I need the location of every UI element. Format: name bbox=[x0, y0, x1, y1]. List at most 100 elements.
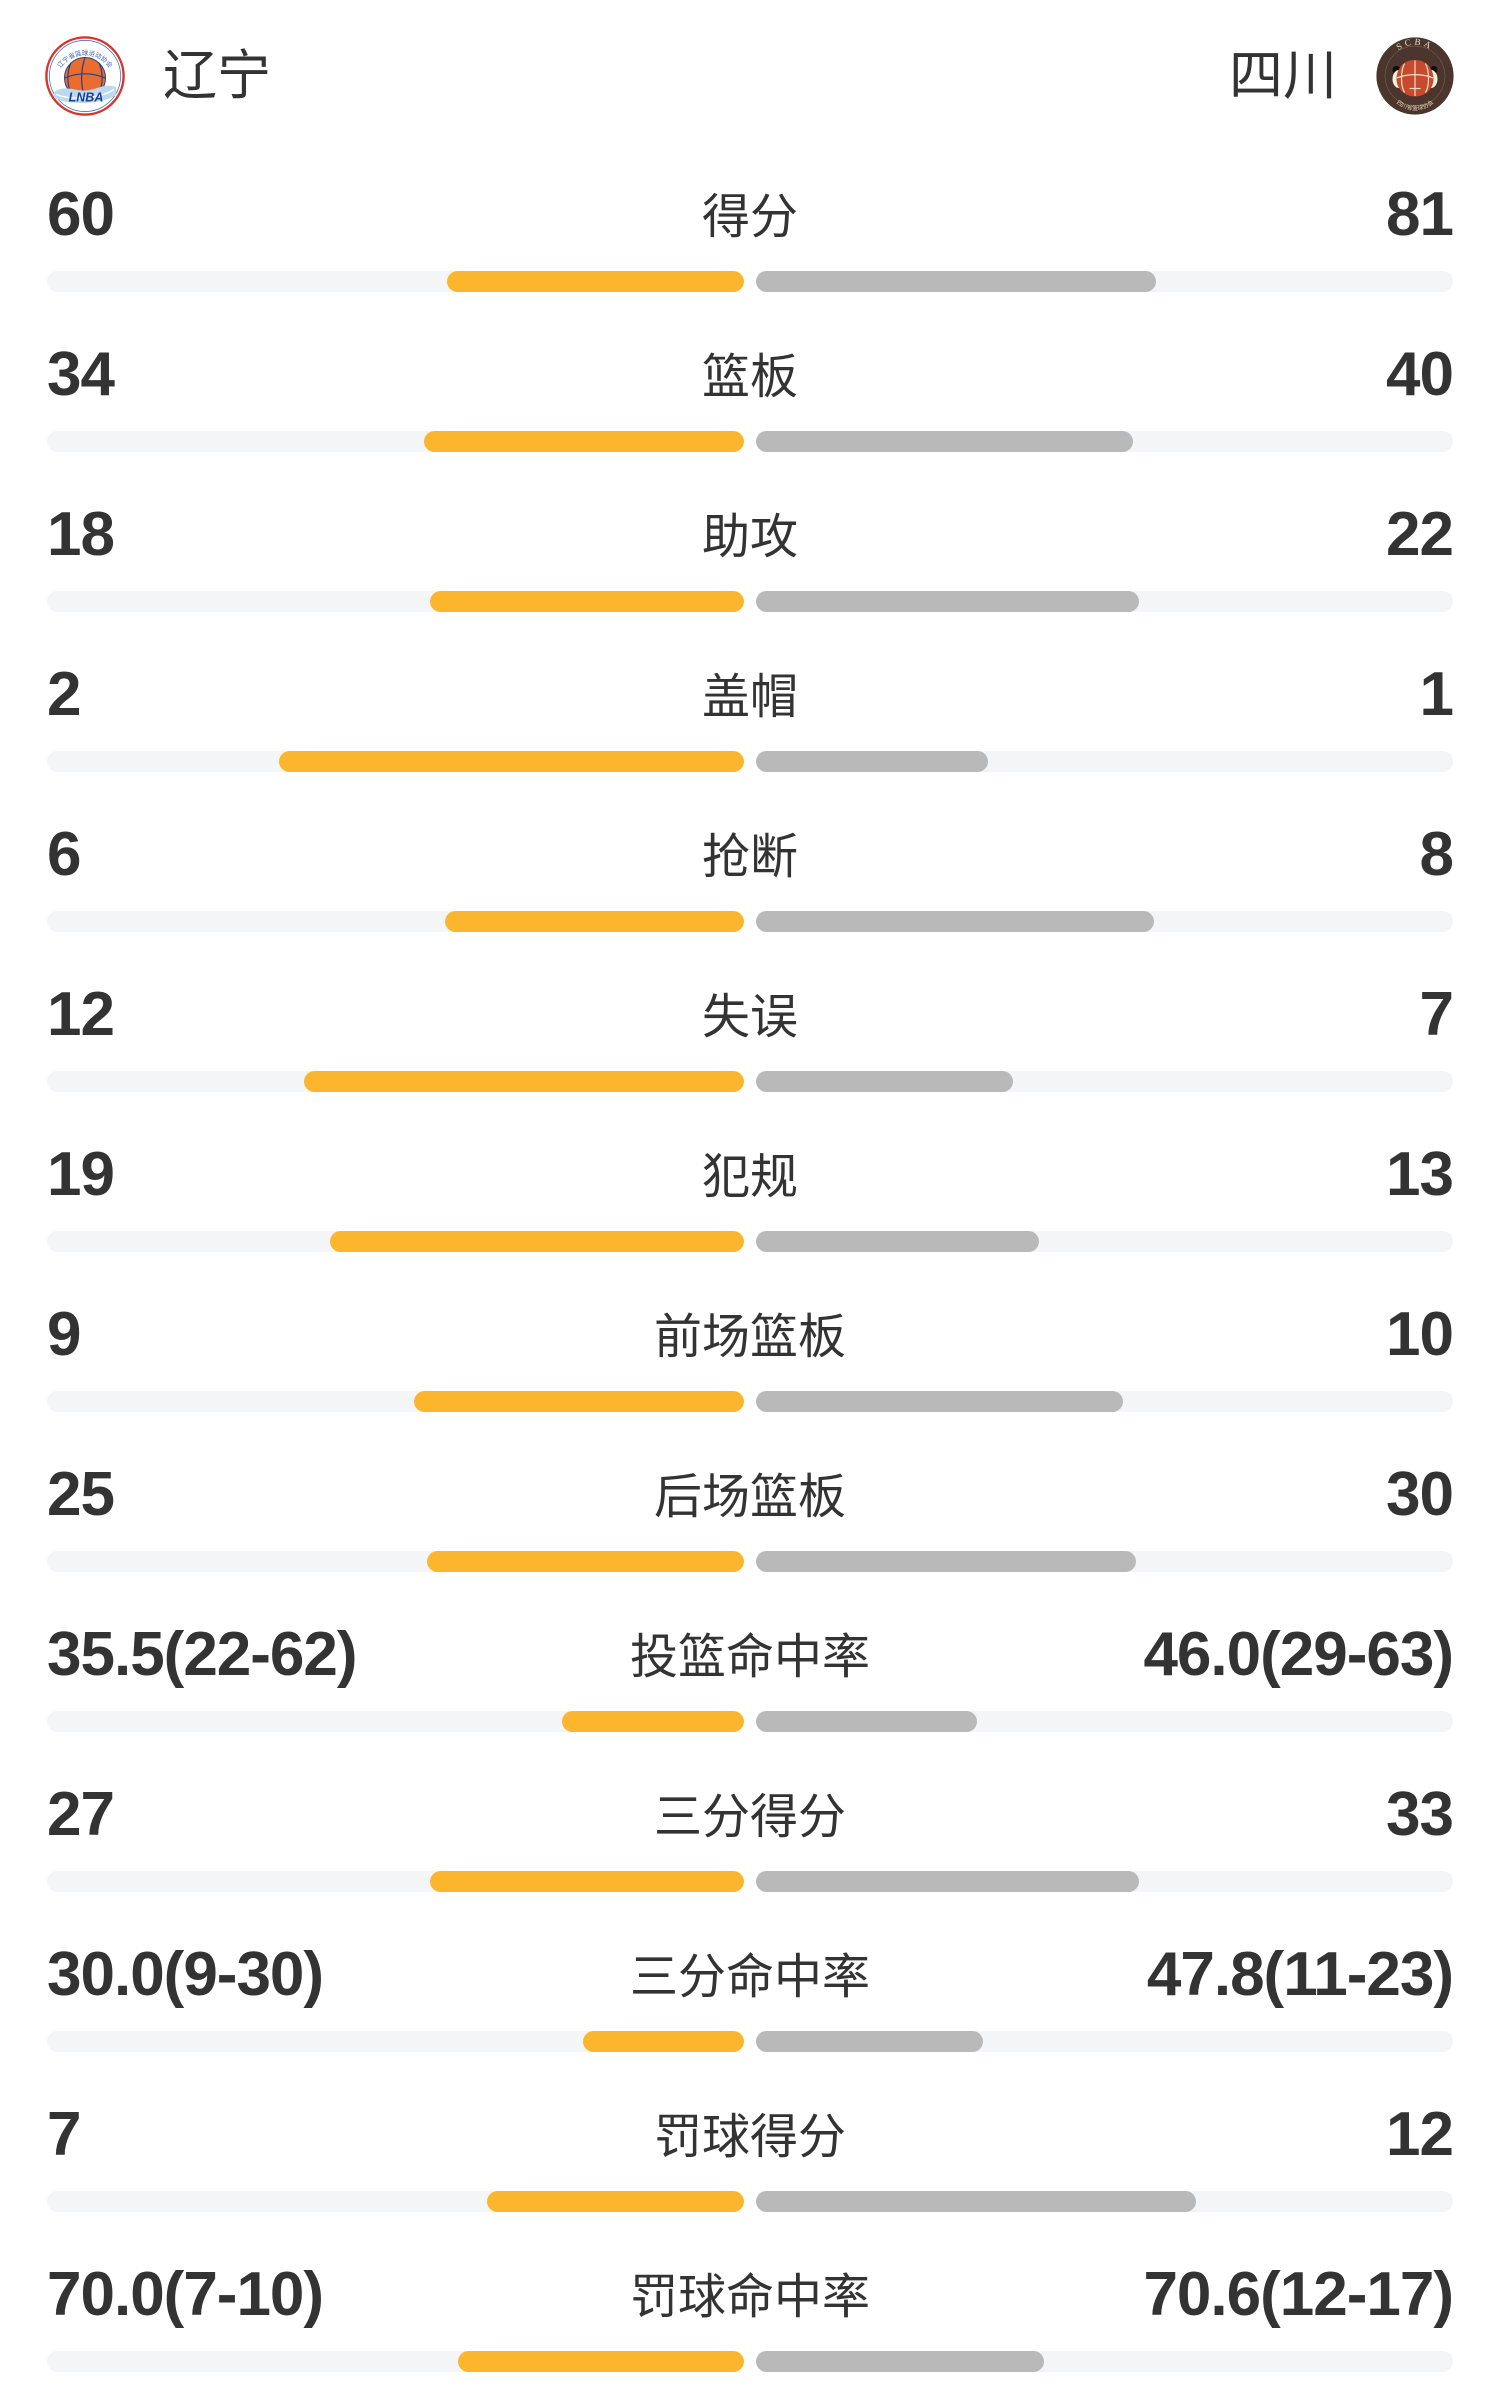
stat-value-away: 70.6(12-17) bbox=[1143, 2260, 1454, 2329]
team-away: 四川 SCBA 四川省篮球协会 bbox=[1229, 36, 1455, 116]
stat-value-line: 25 后场篮板 30 bbox=[47, 1459, 1454, 1531]
stat-bar-fill-home bbox=[458, 2351, 744, 2372]
stat-value-home: 60 bbox=[47, 180, 115, 249]
stat-bar-track-home bbox=[47, 2191, 744, 2212]
stat-bar-line bbox=[47, 431, 1453, 452]
stat-value-away: 8 bbox=[1419, 820, 1454, 889]
stat-label: 后场篮板 bbox=[653, 1471, 847, 1524]
stat-bar-fill-away bbox=[756, 1391, 1123, 1412]
stat-bar-fill-home bbox=[304, 1071, 744, 1092]
stat-bar-line bbox=[47, 1391, 1453, 1412]
stat-bar-fill-home bbox=[487, 2191, 744, 2212]
stat-bar-fill-home bbox=[445, 911, 744, 932]
stat-value-home: 12 bbox=[47, 980, 115, 1049]
stat-bar-fill-away bbox=[756, 271, 1156, 292]
stat-bar-track-home bbox=[47, 1711, 744, 1732]
stat-row: 30.0(9-30) 三分命中率 47.8(11-23) bbox=[0, 1915, 1500, 2075]
stat-bar-fill-away bbox=[756, 1071, 1013, 1092]
svg-text:LNBA: LNBA bbox=[69, 91, 104, 105]
stat-value-away: 13 bbox=[1386, 1140, 1454, 1209]
stat-bar-track-home bbox=[47, 431, 744, 452]
stat-bar-track-away bbox=[756, 1071, 1453, 1092]
stat-value-home: 27 bbox=[47, 1780, 115, 1849]
stat-label: 投篮命中率 bbox=[629, 1631, 871, 1684]
stat-bar-track-away bbox=[756, 2031, 1453, 2052]
stat-value-home: 34 bbox=[47, 340, 115, 409]
stat-bar-track-home bbox=[47, 271, 744, 292]
stat-value-home: 25 bbox=[47, 1460, 115, 1529]
stat-value-home: 19 bbox=[47, 1140, 115, 1209]
stat-row: 70.0(7-10) 罚球命中率 70.6(12-17) bbox=[0, 2235, 1500, 2395]
stat-bar-line bbox=[47, 1871, 1453, 1892]
stat-value-line: 34 篮板 40 bbox=[47, 339, 1454, 411]
stat-bar-line bbox=[47, 591, 1453, 612]
stat-bar-track-home bbox=[47, 1871, 744, 1892]
stat-bar-fill-away bbox=[756, 2031, 983, 2052]
stat-bar-fill-away bbox=[756, 431, 1133, 452]
stat-bar-track-away bbox=[756, 1391, 1453, 1412]
stat-row: 7 罚球得分 12 bbox=[0, 2075, 1500, 2235]
stat-row: 35.5(22-62) 投篮命中率 46.0(29-63) bbox=[0, 1595, 1500, 1755]
stat-bar-fill-home bbox=[427, 1551, 744, 1572]
stat-label: 犯规 bbox=[701, 1151, 799, 1204]
stat-bar-fill-home bbox=[414, 1391, 744, 1412]
stat-bar-track-away bbox=[756, 431, 1453, 452]
stats-list: 60 得分 81 34 篮板 40 bbox=[0, 155, 1500, 2395]
stat-bar-fill-home bbox=[430, 1871, 744, 1892]
stat-row: 12 失误 7 bbox=[0, 955, 1500, 1115]
stat-label: 罚球得分 bbox=[653, 2111, 847, 2164]
stat-bar-track-away bbox=[756, 751, 1453, 772]
stat-label: 前场篮板 bbox=[653, 1311, 847, 1364]
stat-row: 34 篮板 40 bbox=[0, 315, 1500, 475]
stat-value-home: 18 bbox=[47, 500, 115, 569]
stat-bar-fill-away bbox=[756, 2351, 1044, 2372]
stat-bar-fill-home bbox=[279, 751, 744, 772]
stat-bar-fill-away bbox=[756, 591, 1139, 612]
away-team-name: 四川 bbox=[1229, 46, 1337, 106]
stat-value-away: 33 bbox=[1386, 1780, 1454, 1849]
stat-bar-fill-away bbox=[756, 1711, 977, 1732]
stat-bar-track-away bbox=[756, 271, 1453, 292]
stat-bar-fill-home bbox=[424, 431, 744, 452]
stat-row: 27 三分得分 33 bbox=[0, 1755, 1500, 1915]
home-team-logo-icon: 辽宁省篮球运动协会 LNBA bbox=[45, 36, 125, 116]
stat-value-away: 81 bbox=[1386, 180, 1454, 249]
stat-bar-track-away bbox=[756, 2351, 1453, 2372]
stat-bar-track-away bbox=[756, 1711, 1453, 1732]
stat-bar-fill-home bbox=[562, 1711, 744, 1732]
stat-label: 得分 bbox=[701, 191, 799, 244]
stat-bar-fill-away bbox=[756, 1871, 1139, 1892]
stat-value-away: 1 bbox=[1419, 660, 1454, 729]
stat-bar-fill-away bbox=[756, 1551, 1136, 1572]
stat-row: 60 得分 81 bbox=[0, 155, 1500, 315]
stat-bar-line bbox=[47, 2031, 1453, 2052]
stat-bar-line bbox=[47, 1231, 1453, 1252]
stat-value-line: 60 得分 81 bbox=[47, 179, 1454, 251]
stat-value-home: 6 bbox=[47, 820, 81, 889]
stat-value-away: 12 bbox=[1386, 2100, 1454, 2169]
stat-bar-track-away bbox=[756, 1871, 1453, 1892]
stat-bar-track-home bbox=[47, 2031, 744, 2052]
stat-bar-track-home bbox=[47, 1391, 744, 1412]
stat-row: 2 盖帽 1 bbox=[0, 635, 1500, 795]
stat-value-line: 19 犯规 13 bbox=[47, 1139, 1454, 1211]
stat-row: 18 助攻 22 bbox=[0, 475, 1500, 635]
stat-bar-track-home bbox=[47, 751, 744, 772]
stat-bar-line bbox=[47, 271, 1453, 292]
stat-bar-fill-home bbox=[330, 1231, 744, 1252]
stat-bar-track-home bbox=[47, 2351, 744, 2372]
stat-bar-line bbox=[47, 1551, 1453, 1572]
team-home: 辽宁省篮球运动协会 LNBA 辽宁 bbox=[45, 36, 271, 116]
stat-label: 助攻 bbox=[701, 511, 799, 564]
stat-value-line: 12 失误 7 bbox=[47, 979, 1454, 1051]
stat-label: 三分命中率 bbox=[629, 1951, 871, 2004]
header: 辽宁省篮球运动协会 LNBA 辽宁 四川 bbox=[0, 0, 1500, 116]
stat-bar-line bbox=[47, 751, 1453, 772]
stat-value-away: 22 bbox=[1386, 500, 1454, 569]
stat-bar-track-away bbox=[756, 1551, 1453, 1572]
stat-bar-track-home bbox=[47, 591, 744, 612]
home-team-name: 辽宁 bbox=[163, 46, 271, 106]
stat-value-line: 9 前场篮板 10 bbox=[47, 1299, 1454, 1371]
stat-bar-track-away bbox=[756, 1231, 1453, 1252]
stat-value-home: 2 bbox=[47, 660, 81, 729]
